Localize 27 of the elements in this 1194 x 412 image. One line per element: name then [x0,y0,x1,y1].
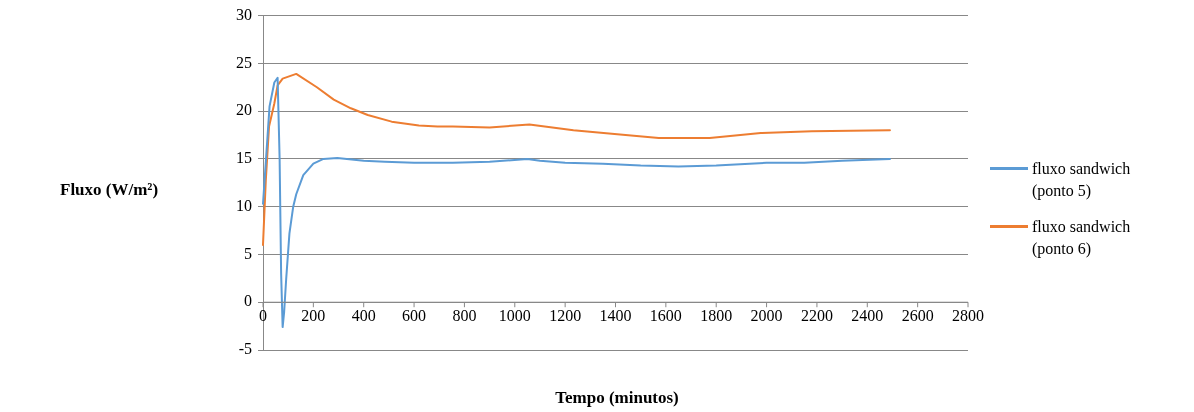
x-tick-label: 2600 [901,307,934,325]
y-tick-label: 5 [244,244,252,262]
y-tick-label: 10 [236,196,252,214]
x-axis-title: Tempo (minutos) [554,388,680,408]
y-tick-label: 0 [244,292,252,310]
y-tick-label: 25 [236,53,252,71]
y-axis-title: Fluxo (W/m²) [60,180,159,200]
legend-label: fluxo sandwich (ponto 6) [1032,217,1132,260]
x-tick-label: 2400 [851,307,884,325]
x-tick-label: 2200 [800,307,833,325]
x-tick-label: 1600 [649,307,682,325]
x-tick-label: 800 [452,307,477,325]
y-tick-label: 20 [236,101,252,119]
legend-label: fluxo sandwich (ponto 5) [1032,159,1132,202]
x-tick-label: 1400 [599,307,632,325]
x-tick-label: 2000 [750,307,783,325]
x-tick-label: 1800 [700,307,733,325]
x-tick-label: 600 [402,307,427,325]
x-tick-label: 200 [301,307,326,325]
y-tick-label: 15 [236,149,252,167]
y-tick-label: -5 [238,340,252,358]
x-tick-label: 0 [259,307,267,325]
x-tick-label: 400 [351,307,376,325]
x-tick-label: 2800 [952,307,984,325]
x-tick-label: 1000 [498,307,531,325]
x-tick-label: 1200 [549,307,582,325]
y-tick-label: 30 [236,5,252,23]
